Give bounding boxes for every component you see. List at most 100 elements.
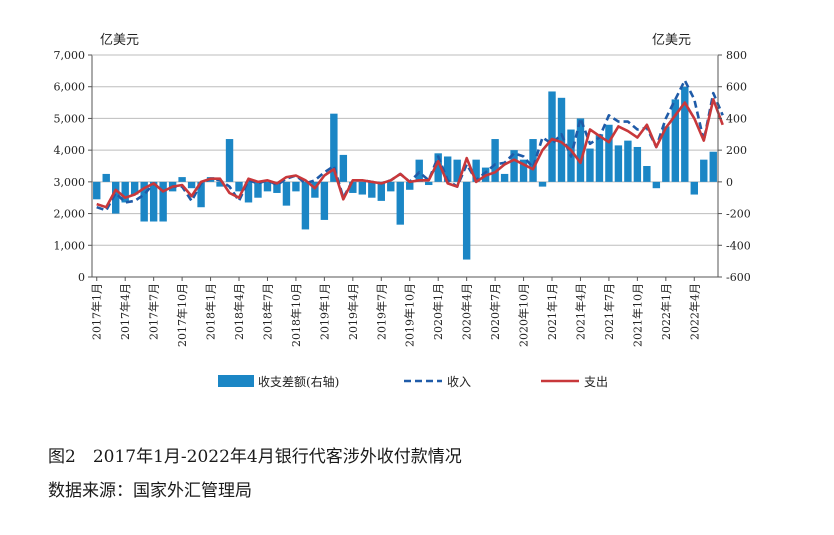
x-axis-tick-label: 2017年1月 — [90, 283, 104, 340]
bar — [368, 181, 376, 198]
left-axis-tick-label: 3,000 — [54, 176, 86, 189]
x-axis-tick-label: 2019年10月 — [403, 283, 417, 347]
expense-line — [96, 98, 724, 209]
data-source-note: 数据来源：国家外汇管理局 — [48, 481, 252, 501]
x-axis-tick-label: 2021年1月 — [545, 283, 559, 340]
bar — [254, 181, 262, 198]
right-axis-tick-label: 0 — [726, 176, 733, 189]
bar — [377, 181, 385, 201]
bar — [709, 151, 717, 182]
left-axis-tick-label: 2,000 — [54, 208, 86, 221]
bar — [339, 154, 348, 182]
x-axis-tick-label: 2020年4月 — [460, 283, 474, 340]
bar — [425, 181, 433, 186]
bar — [472, 159, 480, 182]
bar — [244, 181, 253, 203]
bar — [538, 181, 547, 187]
bar — [93, 181, 101, 200]
left-axis-tick-label: 0 — [78, 271, 85, 284]
right-axis-tick-label: 200 — [726, 144, 747, 157]
bar — [159, 181, 167, 222]
bar — [700, 159, 708, 182]
x-axis-tick-label: 2019年1月 — [317, 283, 331, 340]
axes — [88, 54, 722, 281]
left-axis-tick-label: 1,000 — [54, 239, 86, 252]
bar — [510, 150, 518, 182]
legend-label-income: 收入 — [447, 375, 471, 389]
bar — [434, 153, 442, 182]
bar — [235, 181, 243, 192]
bar — [453, 159, 461, 182]
x-axis-tick-label: 2018年10月 — [289, 283, 303, 347]
bar — [643, 166, 651, 182]
bar — [681, 86, 689, 182]
bar — [662, 126, 670, 182]
x-axis-tick-label: 2021年7月 — [602, 283, 616, 340]
bar — [292, 181, 300, 192]
bar — [415, 159, 423, 182]
bar — [576, 118, 585, 182]
x-axis-tick-label: 2019年7月 — [374, 283, 388, 340]
legend-label-balance: 收支差额(右轴) — [258, 374, 339, 389]
bar — [519, 159, 528, 182]
bar — [624, 140, 632, 182]
bar-series — [93, 86, 717, 260]
bar — [263, 181, 272, 192]
bar — [273, 181, 281, 193]
left-axis-tick-label: 7,000 — [54, 49, 86, 62]
bar — [557, 97, 566, 182]
legend: 收支差额(右轴) 收入 支出 — [218, 374, 608, 389]
line-series — [96, 79, 724, 212]
tick-labels: 0 1,000 2,000 3,000 4,000 5,000 6,000 7,000 -600… — [54, 49, 751, 347]
bar — [500, 173, 509, 182]
right-axis-unit: 亿美元 — [652, 33, 691, 48]
bar — [633, 146, 642, 182]
right-axis-tick-label: 800 — [726, 49, 747, 62]
figure-caption: 图2 2017年1月-2022年4月银行代客涉外收付款情况 — [48, 447, 462, 467]
x-axis-tick-label: 2017年4月 — [118, 283, 132, 340]
x-axis-tick-label: 2020年10月 — [517, 283, 531, 347]
bar — [671, 99, 680, 182]
bar — [586, 148, 594, 182]
bar — [187, 181, 196, 189]
bar — [330, 113, 338, 182]
bar — [387, 181, 395, 192]
bar — [311, 181, 319, 198]
bar — [406, 181, 414, 190]
bar — [301, 181, 310, 230]
right-axis-tick-label: 600 — [726, 81, 747, 94]
bar — [690, 181, 698, 195]
right-axis-tick-label: -400 — [726, 239, 751, 252]
bar — [178, 177, 186, 182]
bar — [140, 181, 148, 222]
bar — [149, 181, 158, 222]
bar — [282, 181, 291, 206]
bar — [529, 139, 537, 182]
bar — [130, 181, 139, 195]
x-axis-tick-label: 2020年1月 — [431, 283, 445, 340]
x-axis-tick-label: 2017年10月 — [175, 283, 189, 347]
right-axis-tick-label: -600 — [726, 271, 751, 284]
legend-label-expense: 支出 — [584, 375, 608, 389]
bar — [216, 181, 224, 187]
left-axis-tick-label: 5,000 — [54, 112, 86, 125]
bar — [396, 181, 404, 225]
x-axis-tick-label: 2018年1月 — [204, 283, 218, 340]
bar — [320, 181, 329, 220]
bar — [491, 139, 499, 182]
left-axis-tick-label: 4,000 — [54, 144, 86, 157]
bar — [112, 181, 120, 214]
bar — [102, 173, 110, 182]
bar — [548, 91, 556, 182]
left-axis-unit: 亿美元 — [100, 33, 139, 48]
bar — [443, 156, 452, 182]
bar — [595, 134, 604, 182]
bar — [605, 124, 613, 182]
left-axis-tick-label: 6,000 — [54, 81, 86, 94]
x-axis-tick-label: 2020年7月 — [488, 283, 502, 340]
bar — [462, 181, 471, 260]
x-axis-tick-label: 2022年1月 — [659, 283, 673, 340]
x-axis-tick-label: 2021年10月 — [630, 283, 644, 347]
bar — [225, 139, 234, 182]
